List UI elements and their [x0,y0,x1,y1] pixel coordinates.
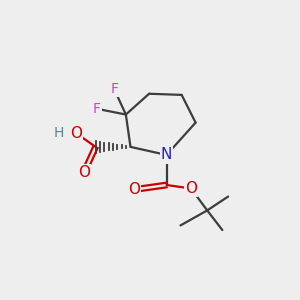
Text: O: O [78,165,90,180]
Text: F: F [110,82,118,96]
Text: O: O [70,125,82,140]
Text: N: N [161,148,172,163]
Text: O: O [185,181,197,196]
Text: F: F [110,82,118,96]
Text: O: O [70,125,82,140]
Text: O: O [128,182,140,197]
Text: O: O [78,165,90,180]
Text: O: O [128,182,140,197]
Text: F: F [93,102,101,116]
Text: O: O [185,181,197,196]
Text: N: N [161,148,172,163]
Text: H: H [53,126,64,140]
Text: F: F [93,102,101,116]
Text: H: H [53,126,64,140]
